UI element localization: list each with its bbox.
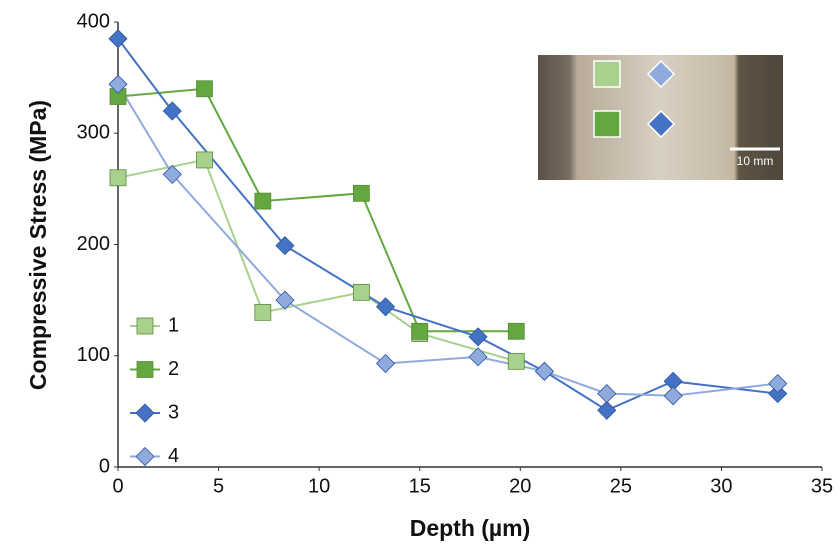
y-tick-label: 100: [77, 344, 110, 366]
legend-label: 2: [168, 358, 179, 380]
data-point: [254, 192, 272, 210]
data-point: [468, 347, 488, 367]
y-tick-label: 300: [77, 122, 110, 144]
legend-marker: [135, 403, 155, 423]
data-point: [352, 283, 370, 301]
data-point: [597, 400, 617, 420]
data-point: [162, 101, 182, 121]
data-point: [196, 151, 213, 169]
x-tick-label: 35: [811, 475, 833, 497]
data-point: [375, 353, 396, 374]
data-point: [768, 373, 788, 394]
data-point: [352, 184, 370, 202]
y-tick-label: 400: [77, 10, 110, 32]
legend-marker: [136, 317, 154, 335]
data-point: [275, 290, 295, 310]
inset-marker: [593, 110, 621, 138]
inset-photo: 10 mm: [538, 55, 783, 180]
data-point: [507, 322, 525, 340]
series-line: [117, 158, 517, 363]
y-tick-label: 200: [77, 233, 110, 255]
x-tick-label: 5: [213, 475, 224, 497]
data-point: [196, 80, 213, 98]
data-point: [108, 29, 128, 49]
data-point: [411, 322, 429, 340]
series-line: [117, 87, 517, 333]
inset-marker: [646, 59, 676, 89]
data-point: [507, 352, 525, 370]
data-point: [275, 236, 295, 256]
scale-label: 10 mm: [737, 154, 774, 168]
data-point: [663, 386, 683, 406]
legend-label: 1: [168, 314, 179, 336]
legend-label: 4: [168, 445, 179, 467]
legend-label: 3: [168, 401, 179, 423]
legend-marker: [135, 446, 155, 467]
x-tick-label: 10: [308, 475, 330, 497]
inset-marker: [593, 60, 621, 88]
x-tick-label: 25: [610, 475, 632, 497]
y-tick-label: 0: [99, 455, 110, 477]
data-point: [768, 384, 788, 404]
x-tick-label: 15: [409, 475, 431, 497]
x-tick-label: 20: [509, 475, 531, 497]
data-point: [597, 384, 617, 404]
data-point: [534, 361, 554, 381]
x-tick-label: 0: [112, 475, 123, 497]
data-point: [109, 169, 127, 187]
data-point: [162, 164, 182, 184]
data-point: [375, 297, 396, 317]
inset-marker: [646, 109, 676, 139]
data-point: [108, 74, 128, 94]
data-point: [254, 303, 272, 321]
y-axis-title: Compressive Stress (MPa): [25, 100, 51, 390]
x-tick-label: 30: [710, 475, 732, 497]
legend-marker: [136, 361, 154, 378]
x-axis-title: Depth (µm): [410, 515, 531, 541]
data-point: [468, 327, 488, 347]
